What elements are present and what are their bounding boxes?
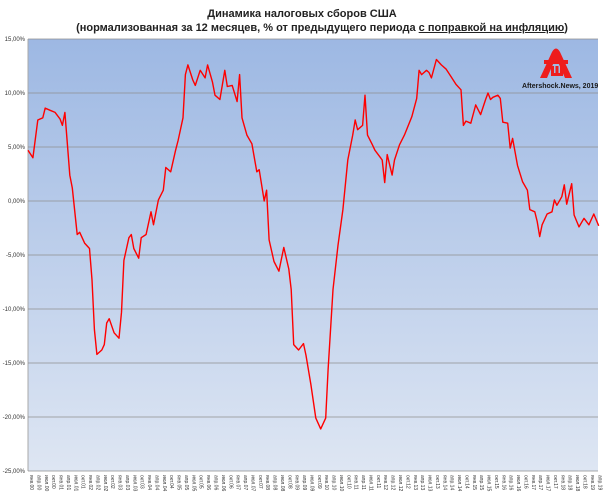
x-tick-label: апр.13	[419, 475, 425, 490]
x-tick-label: апр.18	[567, 475, 573, 490]
subtitle-prefix: (нормализованная за 12 месяцев, % от пре…	[76, 22, 419, 34]
x-tick-label: окт.00	[50, 475, 56, 489]
x-tick-label: июл.02	[102, 475, 108, 492]
x-tick-label: апр.03	[124, 475, 130, 490]
x-tick-label: окт.10	[345, 475, 351, 489]
x-tick-label: янв.01	[58, 475, 64, 490]
x-tick-label: апр.00	[35, 475, 41, 490]
x-tick-label: янв.03	[117, 475, 123, 490]
x-tick-label: апр.08	[272, 475, 278, 490]
y-tick-label: -15,00%	[3, 361, 26, 367]
x-tick-label: окт.01	[80, 475, 86, 489]
x-tick-label: июл.08	[279, 475, 285, 492]
x-tick-label: июл.10	[338, 475, 344, 492]
x-tick-label: апр.19	[596, 475, 602, 490]
x-tick-label: апр.06	[213, 475, 219, 490]
x-tick-label: апр.11	[360, 475, 366, 490]
x-tick-label: июл.16	[515, 475, 521, 492]
y-tick-label: 5,00%	[8, 145, 26, 151]
x-tick-label: окт.09	[316, 475, 322, 489]
x-tick-label: апр.09	[301, 475, 307, 490]
x-tick-label: янв.15	[471, 475, 477, 490]
x-tick-label: окт.18	[582, 475, 588, 489]
x-tick-label: янв.07	[235, 475, 241, 490]
x-tick-label: янв.16	[500, 475, 506, 490]
x-tick-label: окт.11	[375, 475, 381, 489]
x-tick-label: окт.12	[404, 475, 410, 489]
x-tick-label: апр.17	[537, 475, 543, 490]
x-tick-label: окт.03	[139, 475, 145, 489]
x-tick-label: окт.05	[198, 475, 204, 489]
x-tick-label: окт.15	[493, 475, 499, 489]
x-tick-label: окт.14	[463, 475, 469, 489]
x-tick-label: янв.02	[87, 475, 93, 490]
watermark-text: Aftershock.News, 2019	[522, 83, 599, 90]
x-tick-label: янв.11	[353, 475, 359, 490]
x-tick-label: июл.05	[190, 475, 196, 492]
x-tick-label: окт.02	[109, 475, 115, 489]
x-tick-label: янв.10	[323, 475, 329, 490]
x-tick-label: апр.07	[242, 475, 248, 490]
x-tick-label: апр.14	[449, 475, 455, 490]
x-tick-label: окт.16	[522, 475, 528, 489]
x-tick-label: окт.07	[257, 475, 263, 489]
x-tick-label: янв.08	[264, 475, 270, 490]
x-tick-label: янв.06	[205, 475, 211, 490]
x-tick-label: янв.04	[146, 475, 152, 490]
x-tick-label: июл.12	[397, 475, 403, 492]
y-tick-label: 0,00%	[8, 199, 26, 205]
x-tick-label: янв.00	[28, 475, 34, 490]
x-tick-label: окт.17	[552, 475, 558, 489]
x-tick-label: июл.17	[545, 475, 551, 492]
x-tick-label: янв.09	[294, 475, 300, 490]
x-tick-label: окт.13	[434, 475, 440, 489]
subtitle-suffix: )	[564, 22, 568, 34]
x-tick-label: июл.04	[161, 475, 167, 492]
x-tick-label: июл.14	[456, 475, 462, 492]
x-tick-label: янв.18	[559, 475, 565, 490]
x-tick-label: апр.15	[478, 475, 484, 490]
chart-title: Динамика налоговых сборов США	[207, 8, 397, 20]
x-tick-label: апр.12	[390, 475, 396, 490]
series-line	[27, 58, 600, 430]
x-tick-label: апр.05	[183, 475, 189, 490]
x-tick-label: июл.03	[131, 475, 137, 492]
x-tick-label: янв.13	[412, 475, 418, 490]
x-tick-label: янв.05	[176, 475, 182, 490]
x-tick-label: апр.16	[508, 475, 514, 490]
aftershock-logo-icon	[540, 48, 572, 78]
x-tick-label: июл.09	[308, 475, 314, 492]
x-tick-label: июл.00	[43, 475, 49, 492]
x-tick-label: янв.19	[589, 475, 595, 490]
subtitle-underlined: с поправкой на инфляцию	[418, 22, 565, 34]
x-tick-label: июл.01	[72, 475, 78, 492]
x-tick-label: апр.02	[94, 475, 100, 490]
y-tick-label: -25,00%	[3, 469, 26, 475]
x-tick-label: июл.07	[249, 475, 255, 492]
x-tick-label: апр.04	[153, 475, 159, 490]
x-tick-label: янв.17	[530, 475, 536, 490]
x-tick-label: июл.06	[220, 475, 226, 492]
y-tick-label: -5,00%	[6, 253, 26, 259]
y-tick-label: 10,00%	[5, 91, 26, 97]
y-tick-label: -10,00%	[3, 307, 26, 313]
x-tick-label: июл.15	[486, 475, 492, 492]
x-tick-label: окт.06	[227, 475, 233, 489]
chart-subtitle: (нормализованная за 12 месяцев, % от пре…	[0, 22, 604, 34]
x-tick-label: июл.11	[367, 475, 373, 491]
x-tick-label: апр.10	[331, 475, 337, 490]
x-tick-label: июл.13	[427, 475, 433, 492]
x-tick-label: апр.01	[65, 475, 71, 490]
y-tick-label: -20,00%	[3, 415, 26, 421]
x-tick-label: янв.14	[441, 475, 447, 490]
x-tick-label: янв.12	[382, 475, 388, 490]
x-tick-label: окт.08	[286, 475, 292, 489]
y-tick-label: 15,00%	[5, 37, 26, 43]
x-tick-label: июл.18	[574, 475, 580, 492]
x-tick-label: окт.04	[168, 475, 174, 489]
